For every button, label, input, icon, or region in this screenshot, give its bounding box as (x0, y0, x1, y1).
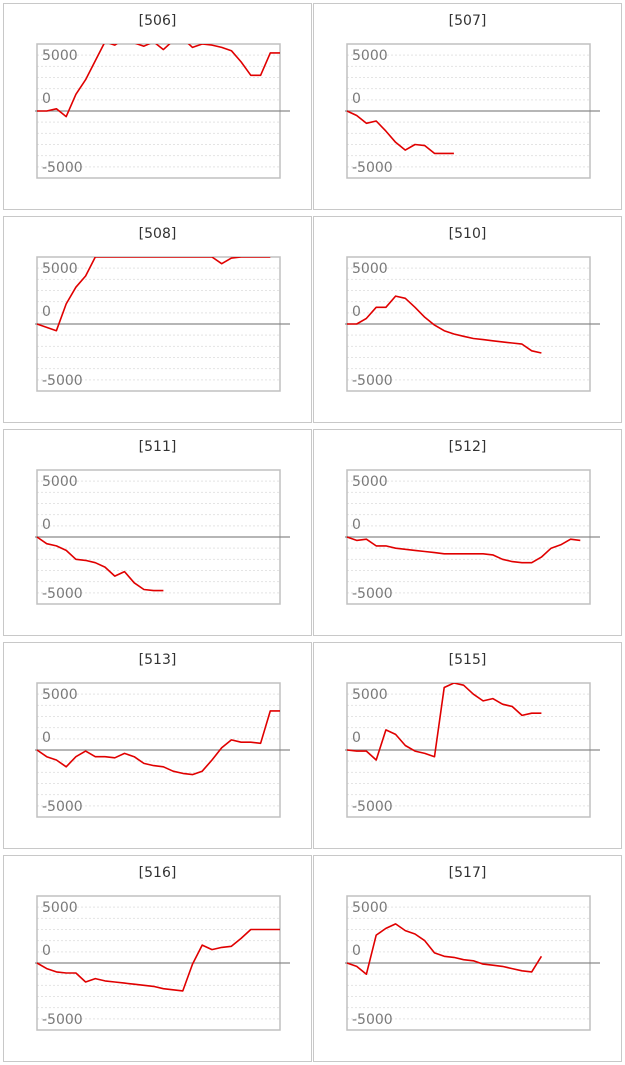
chart-title: [506] (138, 13, 177, 29)
y-tick-label: 5000 (42, 48, 78, 64)
line-chart: 5000 0 -5000 (345, 256, 600, 392)
chart-panel: [511] 5000 0 -5000 (3, 429, 312, 636)
line-chart: 5000 0 -5000 (35, 256, 290, 392)
chart-title: [512] (448, 439, 487, 455)
chart-title: [513] (138, 652, 177, 668)
chart-title: [507] (448, 13, 487, 29)
y-tick-label: -5000 (352, 160, 393, 176)
series-line (346, 110, 454, 155)
chart-title: [517] (448, 865, 487, 881)
y-tick-label: 0 (352, 943, 361, 959)
chart-panel: [517] 5000 0 -5000 (313, 855, 622, 1062)
y-tick-label: 5000 (352, 474, 388, 490)
chart-panel: [516] 5000 0 -5000 (3, 855, 312, 1062)
y-tick-label: 0 (42, 517, 51, 533)
chart-panel: [507] 5000 0 -5000 (313, 3, 622, 210)
y-tick-label: -5000 (352, 1012, 393, 1028)
y-tick-label: 5000 (42, 261, 78, 277)
chart-title: [508] (138, 226, 177, 242)
y-tick-label: 5000 (42, 900, 78, 916)
y-tick-label: 5000 (42, 687, 78, 703)
chart-panel: [510] 5000 0 -5000 (313, 216, 622, 423)
line-chart: 5000 0 -5000 (345, 43, 600, 179)
chart-panel: [506] 5000 0 -5000 (3, 3, 312, 210)
y-tick-label: 5000 (352, 261, 388, 277)
y-tick-label: 0 (42, 91, 51, 107)
y-tick-label: 0 (42, 943, 51, 959)
line-chart: 5000 0 -5000 (35, 895, 290, 1031)
series-line (346, 536, 581, 564)
chart-title: [515] (448, 652, 487, 668)
y-tick-label: 5000 (42, 474, 78, 490)
line-chart: 5000 0 -5000 (345, 895, 600, 1031)
y-tick-label: -5000 (42, 1012, 83, 1028)
y-tick-label: -5000 (352, 586, 393, 602)
y-tick-label: -5000 (42, 373, 83, 389)
line-chart: 5000 0 -5000 (35, 43, 290, 179)
y-tick-label: 5000 (352, 687, 388, 703)
y-tick-label: 5000 (352, 900, 388, 916)
y-tick-label: 5000 (352, 48, 388, 64)
y-tick-label: -5000 (42, 799, 83, 815)
y-tick-label: 0 (42, 304, 51, 320)
series-line (36, 536, 164, 592)
line-chart: 5000 0 -5000 (345, 682, 600, 818)
y-tick-label: 0 (42, 730, 51, 746)
chart-panel: [515] 5000 0 -5000 (313, 642, 622, 849)
chart-title: [516] (138, 865, 177, 881)
series-line (37, 44, 280, 118)
chart-title: [511] (138, 439, 177, 455)
y-tick-label: 0 (352, 304, 361, 320)
series-line (346, 683, 542, 761)
line-chart: 5000 0 -5000 (35, 469, 290, 605)
y-tick-label: -5000 (42, 586, 83, 602)
chart-panel: [508] 5000 0 -5000 (3, 216, 312, 423)
chart-panel: [512] 5000 0 -5000 (313, 429, 622, 636)
chart-title: [510] (448, 226, 487, 242)
y-tick-label: -5000 (42, 160, 83, 176)
series-line (36, 928, 280, 992)
line-chart: 5000 0 -5000 (345, 469, 600, 605)
y-tick-label: 0 (352, 91, 361, 107)
y-tick-label: -5000 (352, 799, 393, 815)
series-line (36, 710, 280, 776)
series-line (347, 295, 542, 354)
series-line (346, 923, 543, 975)
y-tick-label: 0 (352, 517, 361, 533)
series-line (36, 257, 271, 332)
chart-panel: [513] 5000 0 -5000 (3, 642, 312, 849)
y-tick-label: 0 (352, 730, 361, 746)
line-chart: 5000 0 -5000 (35, 682, 290, 818)
y-tick-label: -5000 (352, 373, 393, 389)
